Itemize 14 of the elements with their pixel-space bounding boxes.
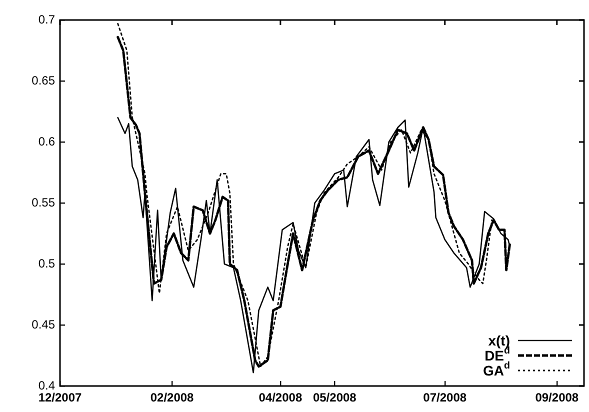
legend-label: x(t) xyxy=(488,332,510,348)
y-tick-label: 0.5 xyxy=(38,256,56,270)
y-tick-label: 0.55 xyxy=(32,195,56,210)
y-tick-label: 0.65 xyxy=(32,73,56,88)
x-tick-label: 05/2008 xyxy=(312,390,357,405)
y-tick-label: 0.6 xyxy=(38,134,56,148)
y-tick-label: 0.4 xyxy=(38,378,56,392)
y-tick-label: 0.7 xyxy=(38,12,56,26)
x-tick-label: 09/2008 xyxy=(535,390,579,405)
x-tick-label: 04/2008 xyxy=(258,390,302,405)
x-tick-label: 12/2007 xyxy=(38,390,82,405)
y-tick-label: 0.45 xyxy=(32,317,56,332)
x-tick-label: 02/2008 xyxy=(150,390,194,405)
x-tick-label: 07/2008 xyxy=(423,390,467,405)
